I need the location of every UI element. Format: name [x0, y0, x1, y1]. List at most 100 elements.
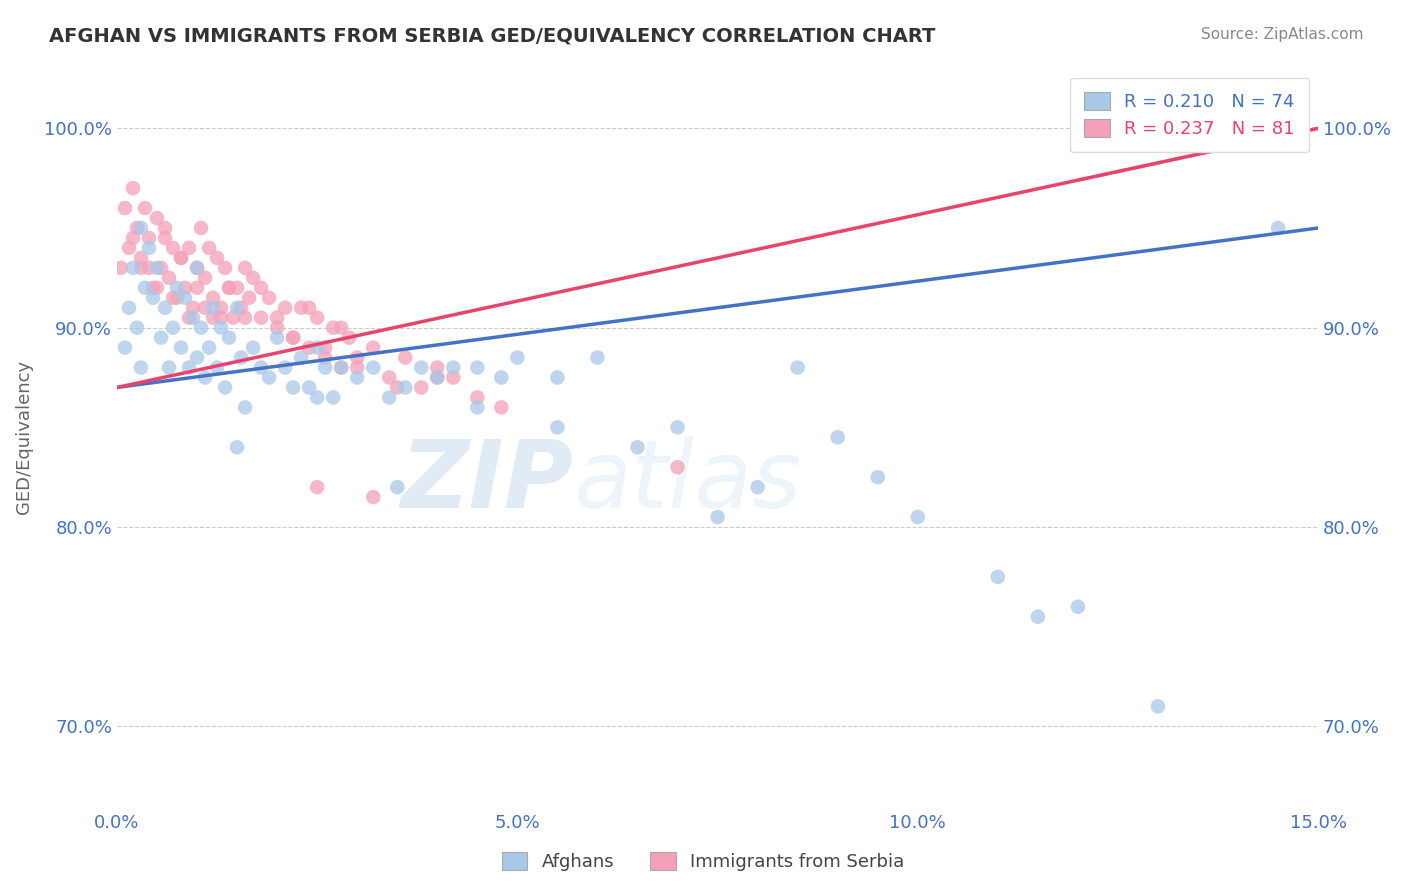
- Point: [222, 310, 245, 325]
- Point: [426, 370, 449, 384]
- Point: [274, 360, 297, 375]
- Point: [134, 281, 156, 295]
- Point: [346, 360, 368, 375]
- Point: [666, 420, 689, 434]
- Point: [181, 310, 204, 325]
- Point: [214, 260, 236, 275]
- Point: [307, 341, 329, 355]
- Y-axis label: GED/Equivalency: GED/Equivalency: [15, 360, 32, 515]
- Point: [153, 301, 176, 315]
- Point: [186, 260, 208, 275]
- Point: [322, 320, 344, 334]
- Point: [186, 281, 208, 295]
- Point: [209, 320, 232, 334]
- Point: [142, 281, 165, 295]
- Point: [281, 331, 304, 345]
- Point: [177, 310, 200, 325]
- Point: [747, 480, 769, 494]
- Point: [177, 360, 200, 375]
- Point: [307, 391, 329, 405]
- Point: [307, 310, 329, 325]
- Point: [134, 201, 156, 215]
- Point: [110, 260, 132, 275]
- Point: [166, 281, 188, 295]
- Point: [198, 341, 221, 355]
- Point: [125, 221, 148, 235]
- Point: [150, 331, 173, 345]
- Point: [281, 380, 304, 394]
- Text: AFGHAN VS IMMIGRANTS FROM SERBIA GED/EQUIVALENCY CORRELATION CHART: AFGHAN VS IMMIGRANTS FROM SERBIA GED/EQU…: [49, 27, 935, 45]
- Point: [250, 310, 273, 325]
- Point: [218, 281, 240, 295]
- Point: [346, 351, 368, 365]
- Point: [214, 380, 236, 394]
- Point: [226, 301, 249, 315]
- Point: [281, 331, 304, 345]
- Point: [307, 480, 329, 494]
- Point: [186, 260, 208, 275]
- Point: [322, 391, 344, 405]
- Point: [122, 181, 145, 195]
- Point: [166, 291, 188, 305]
- Point: [233, 260, 256, 275]
- Point: [266, 331, 288, 345]
- Point: [1026, 609, 1049, 624]
- Point: [218, 331, 240, 345]
- Point: [506, 351, 529, 365]
- Point: [194, 370, 217, 384]
- Point: [129, 260, 152, 275]
- Point: [125, 320, 148, 334]
- Point: [298, 301, 321, 315]
- Point: [205, 360, 228, 375]
- Point: [157, 270, 180, 285]
- Point: [122, 231, 145, 245]
- Point: [586, 351, 609, 365]
- Point: [209, 310, 232, 325]
- Point: [177, 241, 200, 255]
- Point: [250, 281, 273, 295]
- Point: [129, 221, 152, 235]
- Point: [174, 281, 197, 295]
- Point: [226, 440, 249, 454]
- Point: [491, 401, 513, 415]
- Point: [181, 301, 204, 315]
- Point: [202, 310, 225, 325]
- Point: [218, 281, 240, 295]
- Point: [411, 360, 433, 375]
- Point: [1147, 699, 1170, 714]
- Point: [786, 360, 808, 375]
- Point: [378, 391, 401, 405]
- Point: [118, 241, 141, 255]
- Point: [491, 370, 513, 384]
- Point: [330, 360, 353, 375]
- Point: [1267, 221, 1289, 235]
- Point: [194, 301, 217, 315]
- Point: [387, 380, 409, 394]
- Legend: R = 0.210   N = 74, R = 0.237   N = 81: R = 0.210 N = 74, R = 0.237 N = 81: [1070, 78, 1309, 153]
- Text: atlas: atlas: [574, 436, 801, 527]
- Point: [987, 570, 1010, 584]
- Point: [250, 360, 273, 375]
- Point: [426, 360, 449, 375]
- Point: [330, 320, 353, 334]
- Point: [266, 320, 288, 334]
- Point: [314, 341, 336, 355]
- Point: [666, 460, 689, 475]
- Point: [146, 211, 169, 225]
- Point: [238, 291, 260, 305]
- Point: [170, 341, 193, 355]
- Point: [546, 370, 568, 384]
- Point: [146, 260, 169, 275]
- Point: [190, 320, 212, 334]
- Point: [346, 370, 368, 384]
- Point: [866, 470, 889, 484]
- Point: [153, 231, 176, 245]
- Point: [198, 241, 221, 255]
- Point: [298, 341, 321, 355]
- Point: [186, 351, 208, 365]
- Point: [274, 301, 297, 315]
- Point: [298, 380, 321, 394]
- Point: [170, 251, 193, 265]
- Point: [441, 370, 464, 384]
- Point: [242, 341, 264, 355]
